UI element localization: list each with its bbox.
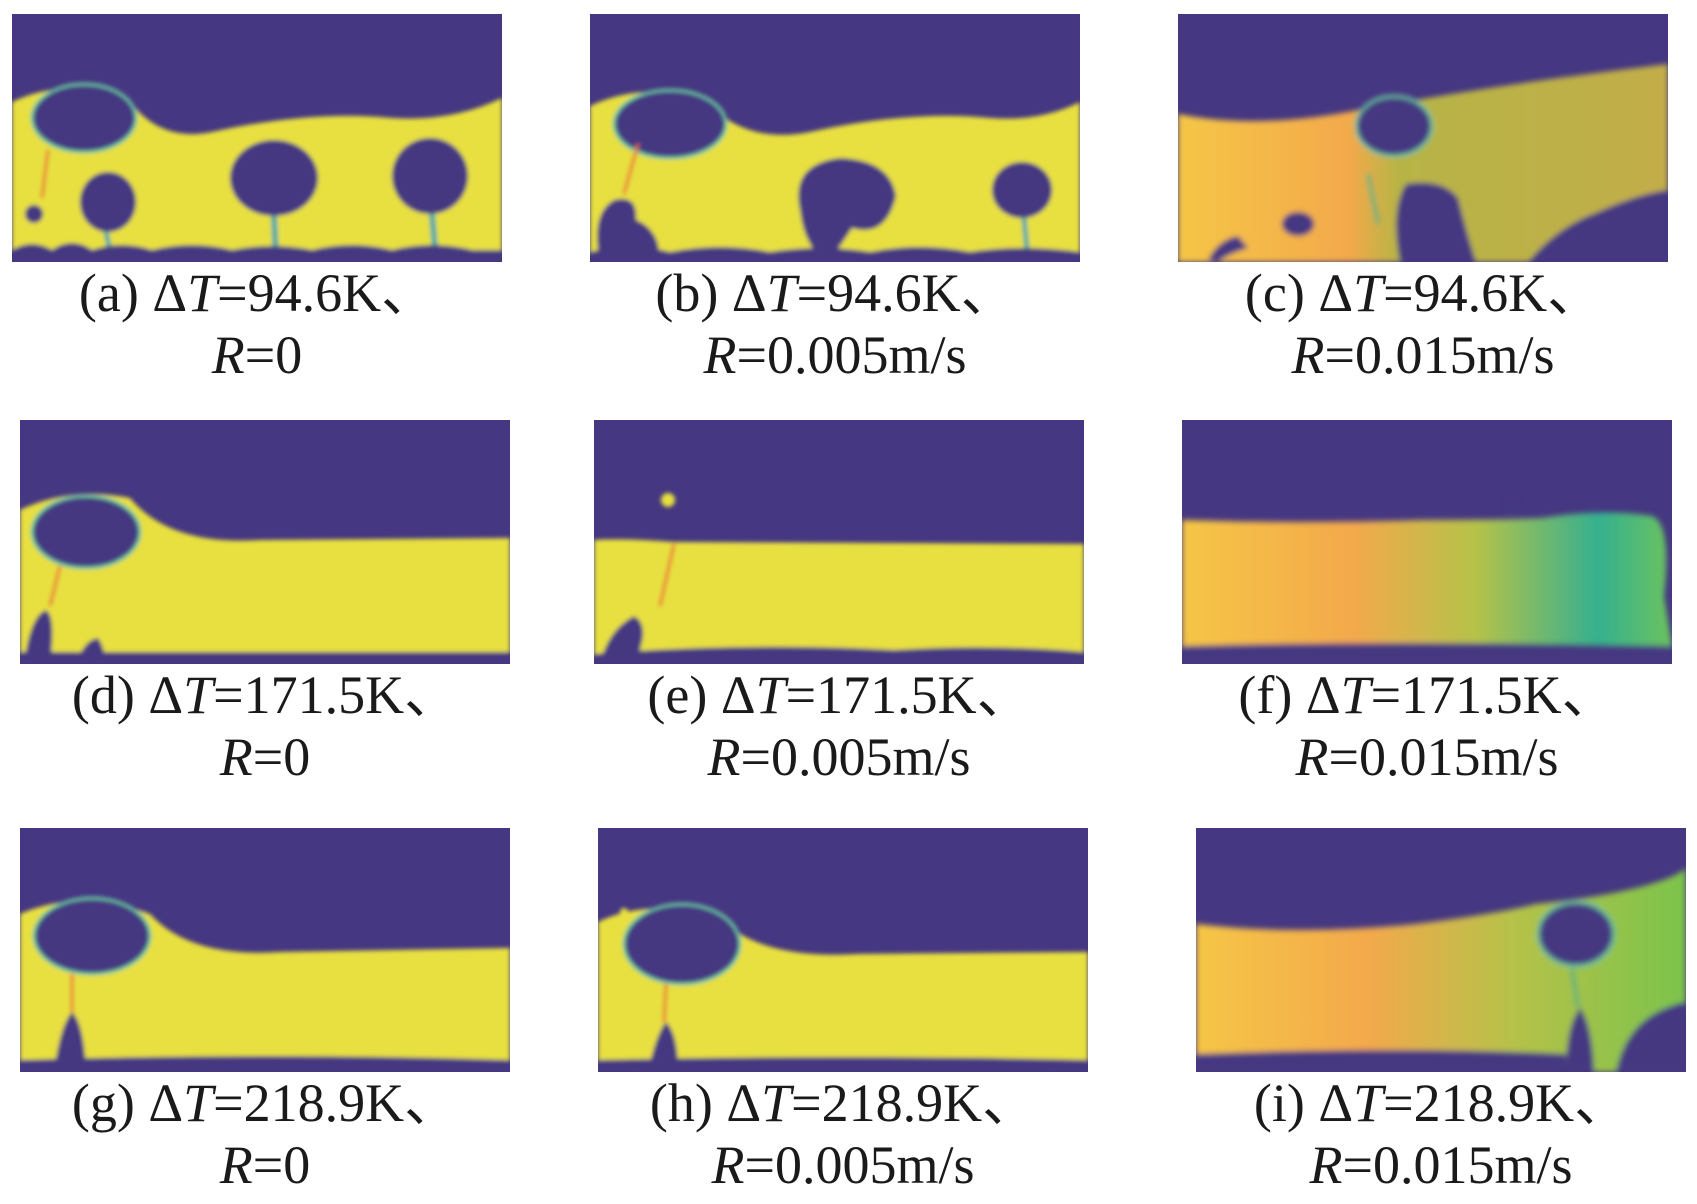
r-symbol: R <box>703 325 737 385</box>
panel-f-simulation <box>1182 420 1672 664</box>
t-symbol: T <box>766 263 797 323</box>
r-value-c: =0.015m/s <box>1324 325 1555 385</box>
caption-b: (b) ΔT=94.6K、 R=0.005m/s <box>590 262 1080 386</box>
phase-field-plot-e <box>594 420 1084 664</box>
r-symbol: R <box>1295 727 1329 787</box>
t-symbol: T <box>1340 665 1371 725</box>
panel-label-d: (d) <box>71 665 135 725</box>
delta-symbol: Δ <box>152 263 188 323</box>
delta-symbol: Δ <box>1318 1073 1354 1133</box>
delta-t-value-i: =218.9K、 <box>1383 1073 1629 1133</box>
r-value-h: =0.005m/s <box>744 1135 975 1195</box>
r-symbol: R <box>707 727 741 787</box>
r-value-f: =0.015m/s <box>1328 727 1559 787</box>
delta-symbol: Δ <box>148 665 184 725</box>
t-symbol: T <box>755 665 786 725</box>
r-symbol: R <box>219 727 253 787</box>
panel-label-c: (c) <box>1244 263 1305 323</box>
t-symbol: T <box>1353 1073 1384 1133</box>
panel-i-simulation <box>1196 828 1686 1072</box>
caption-i: (i) ΔT=218.9K、 R=0.015m/s <box>1196 1072 1686 1196</box>
phase-field-plot-d <box>20 420 510 664</box>
r-symbol: R <box>219 1135 253 1195</box>
panel-e-simulation <box>594 420 1084 664</box>
r-symbol: R <box>1309 1135 1343 1195</box>
delta-t-value-e: =171.5K、 <box>785 665 1031 725</box>
phase-field-plot-g <box>20 828 510 1072</box>
delta-t-value-d: =171.5K、 <box>213 665 459 725</box>
r-value-e: =0.005m/s <box>740 727 971 787</box>
delta-symbol: Δ <box>1318 263 1354 323</box>
delta-t-value-f: =171.5K、 <box>1370 665 1616 725</box>
caption-a: (a) ΔT=94.6K、 R=0 <box>12 262 502 386</box>
phase-field-plot-a <box>12 14 502 262</box>
panel-label-e: (e) <box>647 665 708 725</box>
r-value-b: =0.005m/s <box>736 325 967 385</box>
caption-e: (e) ΔT=171.5K、 R=0.005m/s <box>594 664 1084 788</box>
delta-t-value-a: =94.6K、 <box>217 263 436 323</box>
panel-label-g: (g) <box>71 1073 135 1133</box>
phase-field-plot-i <box>1196 828 1686 1072</box>
caption-c: (c) ΔT=94.6K、 R=0.015m/s <box>1178 262 1668 386</box>
r-symbol: R <box>711 1135 745 1195</box>
r-value-g: =0 <box>252 1135 311 1195</box>
delta-symbol: Δ <box>726 1073 762 1133</box>
t-symbol: T <box>187 263 218 323</box>
delta-symbol: Δ <box>731 263 767 323</box>
delta-t-value-b: =94.6K、 <box>796 263 1015 323</box>
delta-symbol: Δ <box>1305 665 1341 725</box>
delta-symbol: Δ <box>720 665 756 725</box>
panel-label-b: (b) <box>655 263 719 323</box>
delta-t-value-c: =94.6K、 <box>1383 263 1602 323</box>
r-value-i: =0.015m/s <box>1342 1135 1573 1195</box>
caption-h: (h) ΔT=218.9K、 R=0.005m/s <box>598 1072 1088 1196</box>
caption-f: (f) ΔT=171.5K、 R=0.015m/s <box>1182 664 1672 788</box>
t-symbol: T <box>183 665 214 725</box>
panel-label-a: (a) <box>78 263 139 323</box>
phase-field-plot-c <box>1178 14 1668 262</box>
t-symbol: T <box>1353 263 1384 323</box>
r-value-a: =0 <box>244 325 303 385</box>
t-symbol: T <box>761 1073 792 1133</box>
panel-b-simulation <box>590 14 1080 262</box>
t-symbol: T <box>183 1073 214 1133</box>
phase-field-plot-h <box>598 828 1088 1072</box>
panel-d-simulation <box>20 420 510 664</box>
panel-h-simulation <box>598 828 1088 1072</box>
r-symbol: R <box>211 325 245 385</box>
panel-label-h: (h) <box>649 1073 713 1133</box>
delta-symbol: Δ <box>148 1073 184 1133</box>
delta-t-value-h: =218.9K、 <box>791 1073 1037 1133</box>
panel-label-f: (f) <box>1238 665 1293 725</box>
caption-d: (d) ΔT=171.5K、 R=0 <box>20 664 510 788</box>
panel-a-simulation <box>12 14 502 262</box>
panel-g-simulation <box>20 828 510 1072</box>
phase-field-plot-f <box>1182 420 1672 664</box>
panel-label-i: (i) <box>1253 1073 1305 1133</box>
delta-t-value-g: =218.9K、 <box>213 1073 459 1133</box>
panel-c-simulation <box>1178 14 1668 262</box>
r-symbol: R <box>1291 325 1325 385</box>
r-value-d: =0 <box>252 727 311 787</box>
caption-g: (g) ΔT=218.9K、 R=0 <box>20 1072 510 1196</box>
phase-field-plot-b <box>590 14 1080 262</box>
